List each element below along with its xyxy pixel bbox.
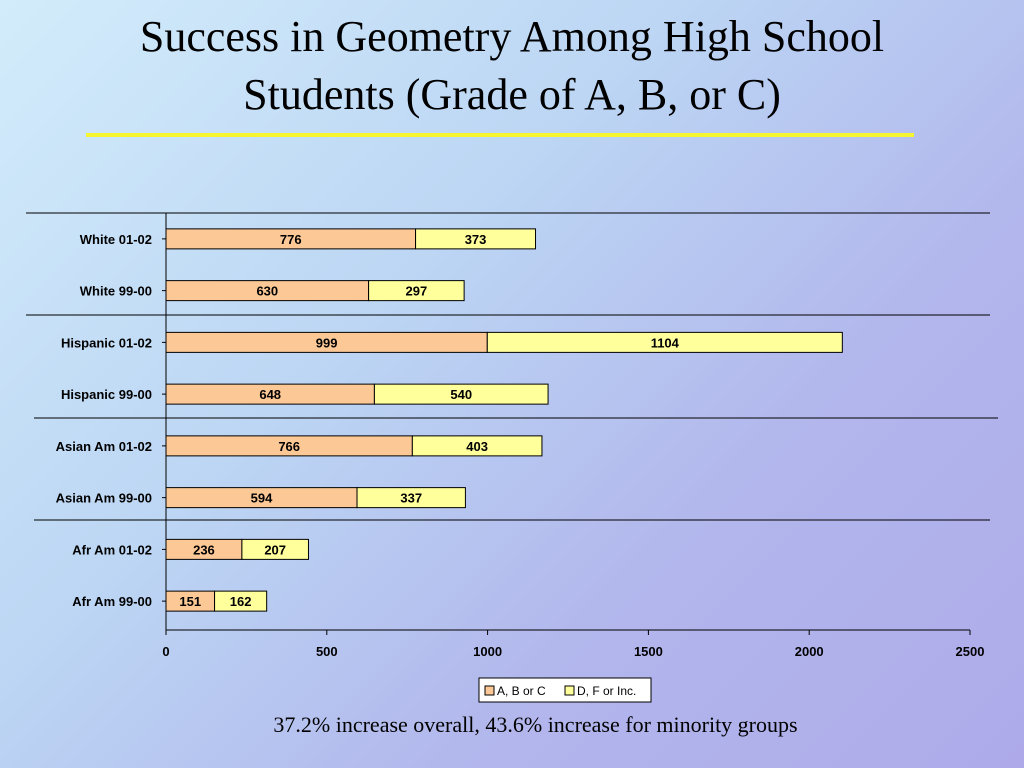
category-label: Asian Am 99-00: [56, 491, 152, 506]
title-line-2: Students (Grade of A, B, or C): [243, 70, 781, 119]
category-label: Hispanic 99-00: [61, 387, 152, 402]
legend-label: D, F or Inc.: [577, 684, 636, 698]
x-tick-label: 500: [316, 644, 338, 659]
bar-segment: [356, 487, 466, 509]
bar-segment: [214, 590, 268, 612]
data-label: 207: [264, 542, 286, 557]
data-label: 766: [278, 439, 300, 454]
category-label: Hispanic 01-02: [61, 335, 152, 350]
data-label: 403: [466, 439, 488, 454]
data-label: 999: [316, 335, 338, 350]
title-line-1: Success in Geometry Among High School: [139, 12, 885, 61]
x-tick-label: 0: [162, 644, 169, 659]
x-tick-label: 2000: [795, 644, 824, 659]
x-tick-label: 1500: [634, 644, 663, 659]
bar-segment: [411, 435, 543, 457]
bar-segment: [486, 331, 843, 353]
data-label: 630: [256, 284, 278, 299]
slide-title: Success in Geometry Among High School St…: [0, 8, 1024, 124]
bar-segment: [373, 383, 549, 405]
category-label: White 01-02: [80, 232, 152, 247]
title-underline: [86, 133, 914, 137]
category-label: Afr Am 01-02: [72, 542, 152, 557]
bar-segment: [415, 228, 537, 250]
x-tick-label: 1000: [473, 644, 502, 659]
data-label: 540: [450, 387, 472, 402]
category-label: Asian Am 01-02: [56, 439, 152, 454]
data-label: 1104: [651, 335, 680, 350]
data-label: 648: [259, 387, 281, 402]
bar-segment: [241, 538, 309, 560]
data-label: 337: [400, 491, 422, 506]
category-label: White 99-00: [80, 284, 152, 299]
legend-swatch: [484, 685, 495, 696]
data-label: 236: [193, 542, 215, 557]
x-tick-label: 2500: [956, 644, 985, 659]
bar-segment: [368, 280, 465, 302]
legend-label: A, B or C: [497, 684, 546, 698]
data-label: 151: [179, 594, 201, 609]
data-label: 594: [251, 491, 273, 506]
data-label: 162: [230, 594, 252, 609]
data-label: 776: [280, 232, 302, 247]
data-label: 373: [465, 232, 487, 247]
legend-swatch: [564, 685, 575, 696]
caption: 37.2% increase overall, 43.6% increase f…: [273, 712, 798, 737]
category-label: Afr Am 99-00: [72, 594, 152, 609]
data-label: 297: [406, 284, 428, 299]
